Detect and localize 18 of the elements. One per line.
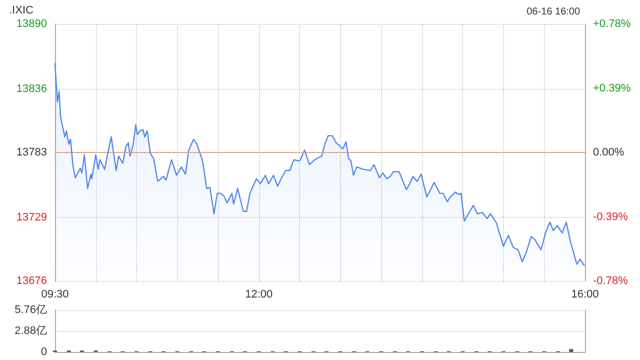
x-tick-label: 09:30 — [41, 288, 69, 300]
x-tick-label: 12:00 — [245, 288, 273, 300]
text: 06-16 16:00 — [526, 6, 580, 18]
y-tick-label: 13836 — [16, 82, 47, 95]
y2-tick-label: -0.78% — [593, 275, 628, 287]
y-tick-label: 13783 — [16, 146, 47, 158]
y-tick-label: 13890 — [16, 18, 47, 30]
x-tick-label: 16:00 — [571, 288, 599, 300]
y2-tick-label: -0.39% — [593, 210, 628, 223]
y-tick-label: 0 — [40, 346, 47, 358]
chart-title: .IXIC — [9, 4, 34, 16]
y-tick-label: 13729 — [16, 211, 47, 224]
y2-tick-label: +0.39% — [593, 82, 631, 94]
y-tick-label: 2.88亿 — [14, 325, 47, 337]
y-tick-label: 5.76亿 — [14, 304, 47, 316]
y2-tick-label: 0.00% — [593, 146, 624, 158]
y-tick-label: 13676 — [16, 275, 47, 287]
y2-tick-label: +0.78% — [593, 18, 631, 30]
